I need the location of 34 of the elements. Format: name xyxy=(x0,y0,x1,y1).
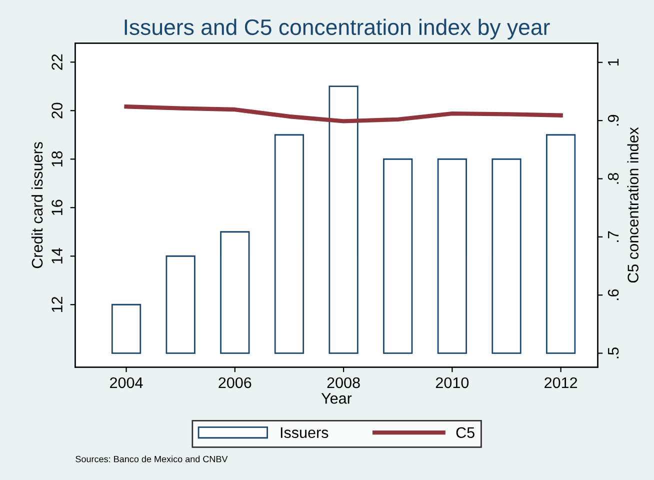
bar xyxy=(328,86,358,354)
bar xyxy=(220,231,250,354)
bar xyxy=(546,134,576,354)
y-tick-label: 16 xyxy=(52,200,62,215)
bar xyxy=(274,134,304,354)
bar xyxy=(437,158,467,354)
y2-tick-label: .8 xyxy=(608,173,619,184)
bar xyxy=(492,158,522,354)
x-axis-title: Year xyxy=(321,393,352,404)
y-tick-label: 22 xyxy=(52,54,62,70)
legend-label: C5 xyxy=(456,427,474,438)
y-axis-title: Credit card issuers xyxy=(31,142,43,268)
y-tick-label: 20 xyxy=(52,102,62,118)
chart-title: Issuers and C5 concentration index by year xyxy=(124,18,550,40)
y-tick-label: 14 xyxy=(52,248,62,264)
x-tick-label: 2008 xyxy=(327,377,360,388)
y2-tick-label: .9 xyxy=(608,114,619,126)
bar xyxy=(383,158,413,354)
x-tick-label: 2010 xyxy=(436,377,469,388)
y2-tick-label: .5 xyxy=(608,348,619,358)
x-tick-label: 2004 xyxy=(110,377,143,388)
y2-tick-label: .6 xyxy=(608,289,619,300)
bar xyxy=(111,304,142,354)
bar xyxy=(166,255,196,354)
line-series xyxy=(124,104,563,124)
y-tick-label: 12 xyxy=(52,296,62,312)
y2-tick-label: .7 xyxy=(608,231,619,242)
source-note: Sources: Banco de Mexico and CNBV xyxy=(76,456,228,462)
y2-tick-label: 1 xyxy=(608,58,619,66)
y-tick-label: 18 xyxy=(52,151,62,166)
y2-axis-title: C5 concentration index xyxy=(627,127,638,283)
x-tick-label: 2006 xyxy=(218,377,252,388)
x-tick-label: 2012 xyxy=(544,377,578,388)
legend-label: Issuers xyxy=(280,427,328,438)
